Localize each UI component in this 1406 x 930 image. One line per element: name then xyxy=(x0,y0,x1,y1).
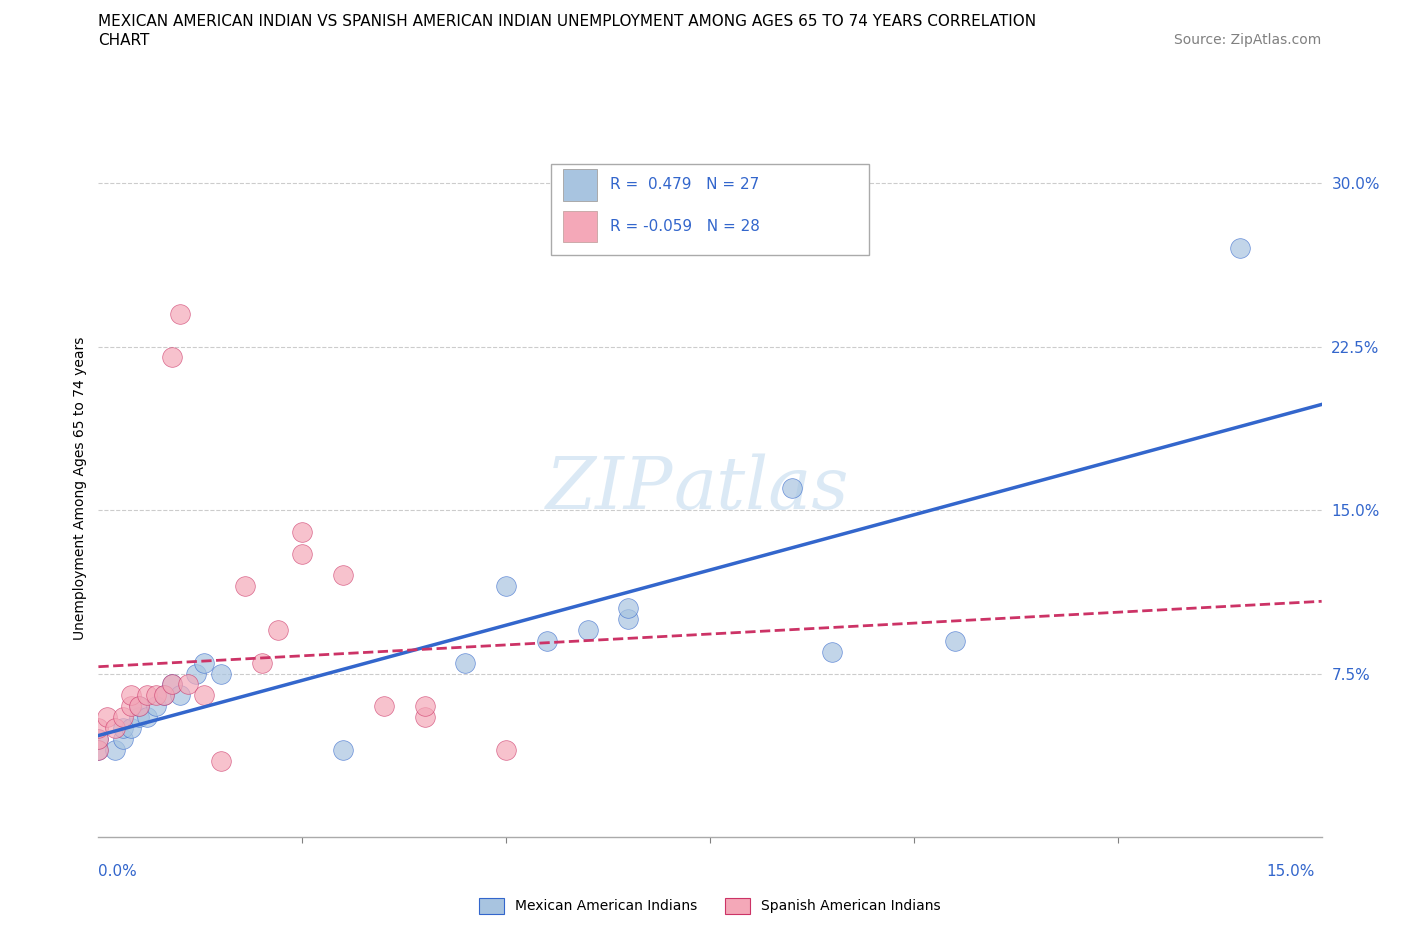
Point xyxy=(145,698,167,713)
Point xyxy=(87,742,110,757)
Point xyxy=(120,698,142,713)
Point xyxy=(233,578,256,593)
Text: R =  0.479   N = 27: R = 0.479 N = 27 xyxy=(610,178,759,193)
Point xyxy=(209,666,232,681)
Point xyxy=(169,688,191,703)
Text: R = -0.059   N = 28: R = -0.059 N = 28 xyxy=(610,219,759,234)
Point xyxy=(413,710,436,724)
Point xyxy=(152,688,174,703)
Point xyxy=(186,666,208,681)
Text: CHART: CHART xyxy=(98,33,150,47)
Point xyxy=(111,710,134,724)
Point xyxy=(267,622,290,637)
Text: atlas: atlas xyxy=(673,453,849,524)
Point xyxy=(177,677,200,692)
Point xyxy=(111,721,134,736)
Point xyxy=(160,350,183,365)
FancyBboxPatch shape xyxy=(551,164,869,255)
Point xyxy=(104,721,127,736)
Text: 15.0%: 15.0% xyxy=(1267,864,1315,879)
Point xyxy=(780,481,803,496)
Point xyxy=(160,677,183,692)
Point xyxy=(576,622,599,637)
Point xyxy=(332,742,354,757)
Point xyxy=(617,601,640,616)
Point xyxy=(495,578,517,593)
Point xyxy=(87,732,110,747)
Point xyxy=(136,710,159,724)
Point xyxy=(87,721,110,736)
Point xyxy=(128,710,150,724)
FancyBboxPatch shape xyxy=(564,169,598,201)
Point xyxy=(160,677,183,692)
Point xyxy=(821,644,844,659)
Point xyxy=(291,546,314,561)
Point xyxy=(193,655,215,670)
Point xyxy=(104,742,127,757)
Text: MEXICAN AMERICAN INDIAN VS SPANISH AMERICAN INDIAN UNEMPLOYMENT AMONG AGES 65 TO: MEXICAN AMERICAN INDIAN VS SPANISH AMERI… xyxy=(98,14,1036,29)
Point xyxy=(373,698,395,713)
Point xyxy=(413,698,436,713)
Point xyxy=(111,732,134,747)
Point xyxy=(495,742,517,757)
Point xyxy=(96,710,118,724)
Text: ZIP: ZIP xyxy=(546,453,673,524)
Point xyxy=(943,633,966,648)
Point xyxy=(536,633,558,648)
Point xyxy=(136,688,159,703)
Point xyxy=(87,732,110,747)
Point xyxy=(128,698,150,713)
FancyBboxPatch shape xyxy=(564,211,598,243)
Point xyxy=(120,688,142,703)
Point xyxy=(128,698,150,713)
Point xyxy=(169,307,191,322)
Point xyxy=(152,688,174,703)
Point xyxy=(332,568,354,583)
Point xyxy=(209,753,232,768)
Point xyxy=(454,655,477,670)
Point xyxy=(193,688,215,703)
Y-axis label: Unemployment Among Ages 65 to 74 years: Unemployment Among Ages 65 to 74 years xyxy=(73,337,87,640)
Text: Source: ZipAtlas.com: Source: ZipAtlas.com xyxy=(1174,33,1322,46)
Legend: Mexican American Indians, Spanish American Indians: Mexican American Indians, Spanish Americ… xyxy=(472,891,948,921)
Text: 0.0%: 0.0% xyxy=(98,864,138,879)
Point xyxy=(1229,241,1251,256)
Point xyxy=(120,721,142,736)
Point xyxy=(145,688,167,703)
Point xyxy=(250,655,273,670)
Point xyxy=(291,525,314,539)
Point xyxy=(87,742,110,757)
Point xyxy=(617,612,640,627)
